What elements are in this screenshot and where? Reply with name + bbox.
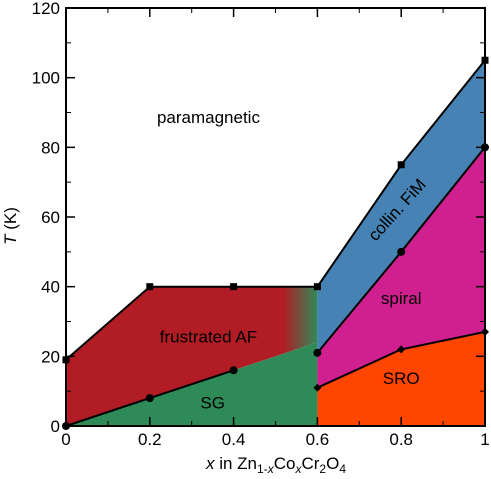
x-tick-label-4: 0.8 xyxy=(389,430,413,449)
y-tick-label-2: 40 xyxy=(41,278,60,297)
x-axis-title: x in Zn1-xCoxCr2O4 xyxy=(205,454,346,476)
axes-frame: 0 0.2 0.4 0.6 0.8 1 0 20 40 60 80 100 120 xyxy=(32,0,490,449)
x-tick-label-5: 1 xyxy=(480,430,489,449)
phase-regions xyxy=(66,60,485,426)
region-spiral xyxy=(317,147,485,388)
region-label-paramagnetic: paramagnetic xyxy=(157,108,261,127)
y-tick-label-6: 120 xyxy=(32,0,60,18)
y-tick-label-3: 60 xyxy=(41,208,60,227)
marker-upper-2 xyxy=(230,283,238,291)
y-tick-label-1: 20 xyxy=(41,347,60,366)
y-tick-label-0: 0 xyxy=(51,417,60,436)
marker-spiral-0 xyxy=(313,348,322,357)
region-label-sro: SRO xyxy=(383,369,420,388)
marker-upper-1 xyxy=(146,283,154,291)
region-label-spiral: spiral xyxy=(381,289,422,308)
region-frustrated-af xyxy=(66,286,318,426)
region-collin-fim xyxy=(317,60,485,353)
x-tick-label-3: 0.6 xyxy=(306,430,330,449)
x-tick-label-1: 0.2 xyxy=(138,430,162,449)
boundary-line-upper xyxy=(65,59,486,361)
region-label-frustrated_af: frustrated AF xyxy=(160,327,257,346)
marker-spiral-1 xyxy=(397,247,406,256)
marker-sro-1 xyxy=(397,345,406,354)
y-tick-label-5: 100 xyxy=(32,69,60,88)
y-tick-label-4: 80 xyxy=(41,138,60,157)
marker-upper-3 xyxy=(313,283,321,291)
region-label-sg: SG xyxy=(200,394,225,413)
region-sro xyxy=(317,331,485,426)
marker-sg-1 xyxy=(145,394,154,403)
x-tick-label-2: 0.4 xyxy=(222,430,246,449)
x-tick-label-0: 0 xyxy=(61,430,70,449)
marker-sg-2 xyxy=(229,366,238,375)
y-axis-title: T (K) xyxy=(1,207,20,245)
marker-sro-0 xyxy=(313,383,322,392)
marker-upper-4 xyxy=(397,161,405,169)
